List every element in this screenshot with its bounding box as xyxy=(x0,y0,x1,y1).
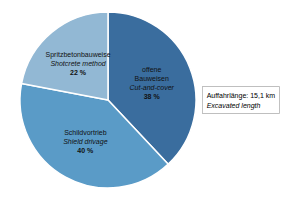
svg-text:Schildvortrieb: Schildvortrieb xyxy=(64,129,107,136)
svg-text:Bauweisen: Bauweisen xyxy=(135,75,169,82)
svg-text:Cut-and-cover: Cut-and-cover xyxy=(130,84,175,91)
svg-text:Excavated length: Excavated length xyxy=(207,102,261,110)
svg-text:38 %: 38 % xyxy=(144,93,161,100)
svg-text:Spritzbetonbauweise: Spritzbetonbauweise xyxy=(46,51,111,59)
svg-text:offene: offene xyxy=(142,66,161,73)
svg-text:22 %: 22 % xyxy=(70,69,87,76)
svg-text:Auffahrlänge: 15,1 km: Auffahrlänge: 15,1 km xyxy=(207,92,276,100)
svg-text:40 %: 40 % xyxy=(77,147,94,154)
svg-text:Shield drivage: Shield drivage xyxy=(63,138,107,146)
svg-text:Shotcrete method: Shotcrete method xyxy=(50,60,106,67)
